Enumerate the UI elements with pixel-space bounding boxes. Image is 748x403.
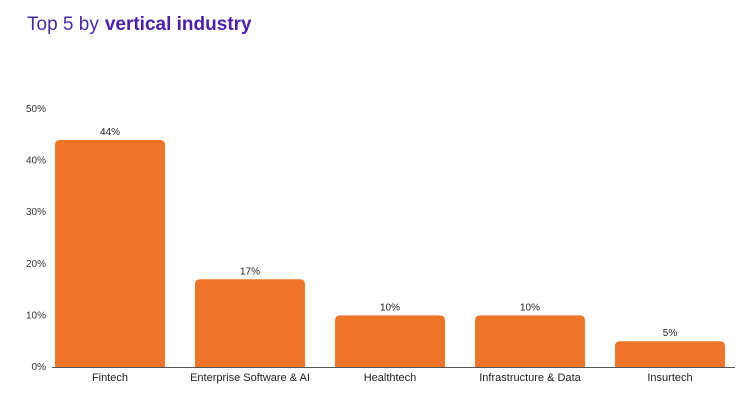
bar <box>195 279 305 367</box>
y-tick-label: 40% <box>26 156 46 167</box>
bar <box>475 315 585 367</box>
x-category-label: Enterprise Software & AI <box>190 372 310 384</box>
y-tick-label: 50% <box>26 104 46 115</box>
y-tick-label: 30% <box>26 207 46 218</box>
x-category-label: Insurtech <box>647 372 692 384</box>
x-category-label: Healthtech <box>364 372 417 384</box>
y-tick-label: 20% <box>26 259 46 270</box>
chart-title: Top 5 by vertical industry <box>27 14 252 36</box>
chart-title-emphasis: vertical industry <box>104 14 252 35</box>
y-tick-label: 10% <box>26 310 46 321</box>
bar <box>335 315 445 367</box>
bar <box>55 139 165 367</box>
x-category-label: Fintech <box>92 372 128 384</box>
chart-title-lead: Top 5 by <box>27 14 99 35</box>
data-label: 10% <box>380 302 400 313</box>
bar <box>615 341 725 367</box>
data-label: 10% <box>520 302 540 313</box>
y-tick-label: 0% <box>32 362 47 373</box>
data-label: 44% <box>100 127 120 138</box>
data-label: 5% <box>663 328 678 339</box>
data-label: 17% <box>240 266 260 277</box>
x-category-label: Infrastructure & Data <box>479 372 581 384</box>
